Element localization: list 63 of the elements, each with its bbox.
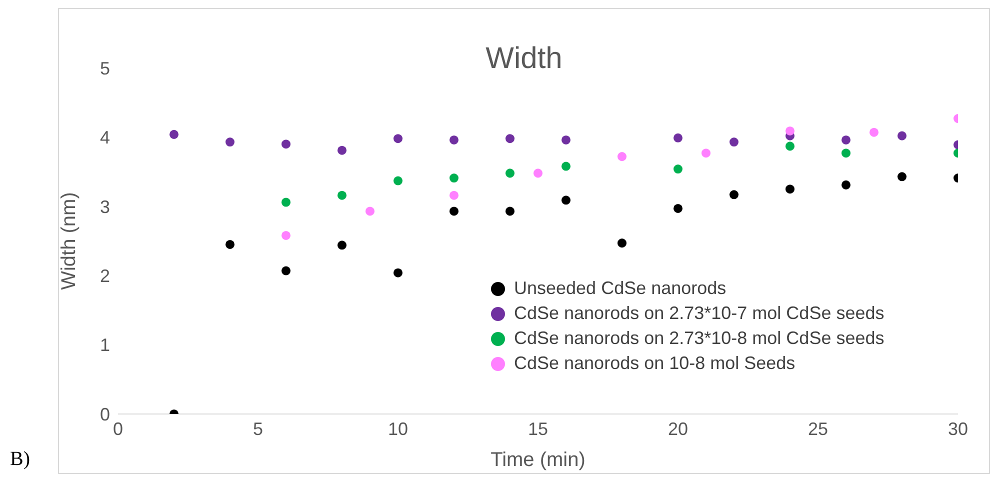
- y-axis-title: Width (nm): [58, 192, 80, 290]
- point: [841, 180, 851, 190]
- point: [673, 133, 683, 142]
- point: [281, 230, 291, 240]
- point: [449, 135, 459, 144]
- y-tick-label: 1: [100, 335, 110, 356]
- x-tick-label: 10: [388, 418, 408, 439]
- point: [337, 240, 347, 250]
- y-tick-label: 4: [100, 128, 110, 148]
- point: [449, 190, 459, 200]
- point: [841, 148, 851, 158]
- point: [897, 131, 907, 140]
- legend-label: CdSe nanorods on 10-8 mol Seeds: [514, 352, 796, 375]
- chart-title: Width: [486, 42, 562, 75]
- point: [785, 142, 795, 151]
- point: [281, 198, 291, 207]
- point: [729, 138, 739, 147]
- x-axis-title: Time (min): [490, 449, 586, 471]
- point: [505, 206, 515, 216]
- point: [561, 196, 571, 205]
- point: [869, 128, 879, 137]
- point: [449, 174, 459, 183]
- point: [617, 238, 627, 248]
- point: [841, 135, 851, 144]
- x-tick-label: 20: [668, 418, 688, 439]
- point: [785, 184, 795, 194]
- y-tick-label: 5: [100, 58, 110, 78]
- point: [561, 135, 571, 144]
- x-tick-label: 0: [112, 418, 124, 439]
- point: [337, 146, 347, 155]
- point: [533, 168, 543, 178]
- point: [561, 162, 571, 171]
- point: [393, 176, 403, 186]
- x-tick-label: 15: [528, 418, 548, 439]
- x-tick-label: 5: [252, 418, 264, 439]
- point: [365, 206, 375, 216]
- legend-label: Unseeded CdSe nanorods: [514, 277, 726, 300]
- text: B): [10, 448, 30, 471]
- point: [393, 268, 403, 278]
- point: [617, 152, 627, 162]
- point: [169, 130, 179, 139]
- y-tick-label: 0: [100, 404, 110, 424]
- point: [673, 164, 683, 174]
- point: [505, 168, 515, 178]
- point: [281, 266, 291, 276]
- point: [225, 240, 235, 249]
- x-tick-label: 25: [808, 418, 828, 439]
- x-tick-label: 30: [948, 418, 968, 439]
- point: [897, 172, 907, 182]
- legend-label: CdSe nanorods on 2.73*10-7 mol CdSe seeds: [514, 302, 884, 325]
- point: [281, 140, 291, 149]
- point: [337, 190, 347, 200]
- point: [449, 206, 459, 216]
- y-tick-label: 3: [100, 196, 110, 217]
- point: [785, 126, 795, 136]
- point: [701, 148, 711, 158]
- point: [505, 134, 515, 144]
- point: [393, 134, 403, 144]
- legend-label: CdSe nanorods on 2.73*10-8 mol CdSe seeds: [514, 327, 884, 350]
- point: [729, 190, 739, 200]
- y-tick-label: 2: [100, 266, 110, 286]
- point: [225, 138, 235, 147]
- point: [673, 204, 683, 213]
